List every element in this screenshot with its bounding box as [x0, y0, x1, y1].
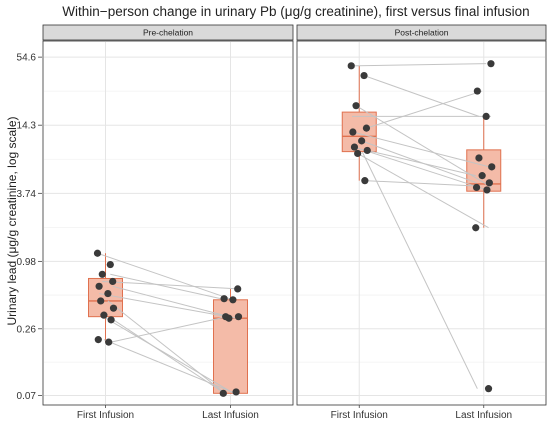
y-tick-label: 54.6 [17, 53, 37, 64]
pair-line [100, 314, 234, 394]
data-point [483, 186, 491, 194]
pair-line [357, 153, 489, 229]
y-tick-label: 14.3 [17, 121, 37, 132]
pair-line [352, 131, 490, 168]
pair-line [354, 146, 488, 191]
data-point [478, 172, 486, 180]
x-tick-label: Last Infusion [455, 410, 512, 421]
pair-line [107, 300, 224, 393]
data-point [487, 60, 495, 68]
data-point [362, 124, 371, 132]
data-point [475, 154, 483, 162]
data-point [109, 304, 118, 312]
facet-panels: 0.07 0.26 0.98 3.74 14.3 54.6 Pre-chelation Fir… [17, 24, 547, 421]
data-point [485, 179, 493, 187]
data-point [350, 143, 359, 151]
data-point [94, 336, 102, 344]
data-point [234, 285, 242, 293]
y-tick-label: 3.74 [17, 189, 37, 200]
data-point [97, 297, 105, 305]
facet-panel-1: Pre-chelation First Infusion Last Infusion [42, 24, 294, 421]
data-point [472, 183, 481, 192]
data-point [232, 388, 240, 396]
data-point [484, 385, 493, 393]
x-tick-label: First Infusion [331, 410, 388, 421]
pair-line [367, 149, 476, 177]
y-tick-label: 0.07 [17, 391, 37, 402]
chart-title: Within−person change in urinary Pb (μg/g… [62, 4, 529, 19]
data-point [354, 149, 362, 158]
pair-line [110, 316, 228, 343]
data-point [95, 282, 103, 290]
box-iqr [341, 111, 377, 153]
pair-line [110, 273, 226, 301]
data-point [482, 112, 490, 121]
y-tick-label: 0.98 [17, 257, 37, 268]
pair-line [361, 140, 477, 184]
data-point [100, 311, 108, 319]
panel-background [296, 40, 547, 406]
data-point [488, 163, 496, 171]
data-point [347, 62, 355, 70]
x-tick-label: Last Infusion [202, 410, 259, 421]
pair-line [113, 319, 223, 393]
facet-strip-label: Post-chelation [395, 28, 449, 38]
data-point [234, 313, 243, 321]
data-point [219, 389, 227, 397]
data-point [473, 87, 481, 95]
data-point [220, 295, 228, 303]
pair-line [99, 293, 237, 319]
pair-line [97, 252, 234, 301]
data-point [106, 260, 114, 269]
pair-line [102, 280, 239, 290]
y-axis-title: Urinary lead (μg/g creatinine, log scale… [5, 116, 19, 325]
data-point [225, 314, 233, 322]
boxplot-last [213, 288, 248, 394]
data-point [104, 289, 112, 298]
pair-line [362, 152, 478, 389]
panel-background [42, 40, 294, 406]
pair-line [112, 285, 230, 318]
data-point [361, 177, 369, 185]
y-tick-label: 0.26 [17, 324, 37, 335]
pair-line [364, 180, 481, 187]
data-point [229, 296, 237, 304]
data-point [358, 137, 366, 145]
data-point [93, 249, 102, 257]
x-tick-label: First Infusion [77, 410, 134, 421]
facet-strip [296, 24, 547, 41]
data-point [105, 338, 113, 346]
data-point [98, 270, 106, 278]
data-point [109, 277, 117, 286]
facet-strip [42, 24, 294, 41]
data-point [107, 316, 115, 324]
box-iqr [88, 277, 123, 318]
pair-line [351, 63, 487, 67]
facet-panel-2: Post-chelation First Infusion Last Infusio… [296, 24, 547, 421]
pair-line [363, 75, 480, 117]
facet-strip-label: Pre-chelation [143, 28, 193, 38]
pair-line [103, 339, 236, 394]
boxplot-last [466, 116, 502, 228]
data-point [352, 102, 360, 110]
data-point [472, 224, 480, 232]
data-point [363, 146, 371, 155]
data-point [360, 71, 368, 80]
pair-line [366, 90, 483, 129]
data-point [349, 128, 357, 136]
